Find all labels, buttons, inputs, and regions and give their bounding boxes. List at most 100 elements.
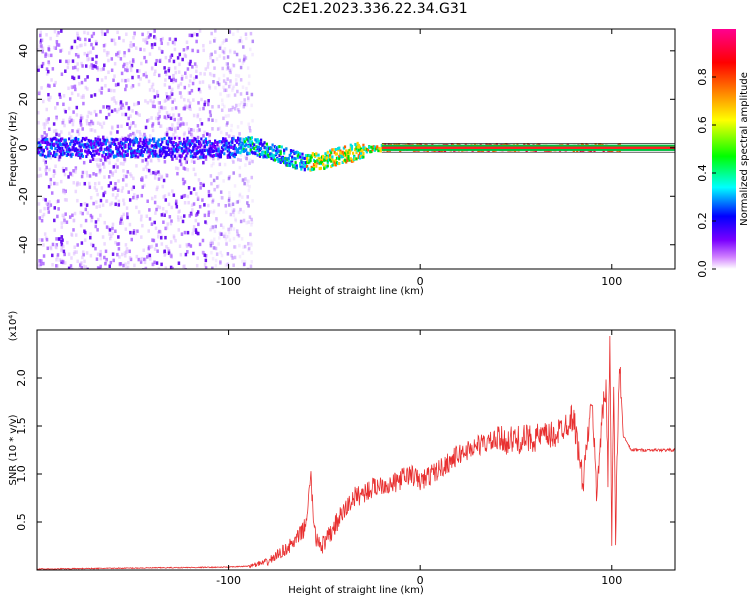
spectrogram-cell [166,42,170,46]
spectrogram-cell [301,156,304,160]
spectrogram-cell [254,138,257,142]
spectrogram-cell [193,144,196,148]
spectrogram-cell [165,226,169,230]
spectrogram-cell [57,139,60,143]
spectrogram-cell [257,149,260,153]
spectrogram-cell [245,86,248,91]
spectrogram-cell [228,48,232,53]
spectrogram-cell [63,190,67,195]
spectrogram-cell [334,152,337,156]
spectrogram-cell [300,165,303,169]
spectrogram-cell [245,137,248,141]
spectrogram-cell [109,260,113,265]
spectrogram-frame [36,28,676,270]
spectrogram-cell [204,137,208,141]
spectrogram-cell [40,259,43,263]
spectrogram-cell [126,152,129,156]
spectrogram-cell [165,92,168,96]
spectrogram-cell [103,175,106,179]
spectrogram-cell [280,157,283,161]
spectrogram-cell [94,39,98,44]
spectrogram-cell [248,74,251,78]
spectrogram-cell [89,159,92,163]
spectrogram-cell [91,57,94,61]
spectrogram-cell [100,67,103,72]
spectrogram-cell [122,198,125,203]
spectrogram-cell [105,53,109,57]
spectrogram-cell [103,48,106,53]
spectrogram-cell [228,196,231,201]
spectrogram-cell [113,88,116,93]
spectrogram-cell [301,152,304,156]
spectrogram-cell [179,117,183,121]
spectrogram-cell [150,222,154,226]
spectrogram-cell [243,259,247,264]
spectrogram-cell [61,259,65,264]
spectrogram-cell [198,128,201,132]
spectrogram-cell [156,156,160,161]
spectrogram-cell [250,260,253,264]
spectrogram-cell [200,150,203,154]
spectrogram-cell [357,143,360,147]
spectrogram-cell [111,138,114,142]
spectrogram-cell [93,93,97,97]
spectrogram-cell [50,191,54,195]
spectrogram-cell [305,157,309,161]
spectrogram-cell [234,245,238,249]
spectrogram-cell [104,260,108,264]
spectrogram-cell [188,79,192,83]
spectrogram-cell [224,88,228,92]
spectrogram-cell [155,261,159,265]
spectrogram-cell [192,225,196,229]
spectrogram-cell [172,140,175,144]
spectrogram-cell [64,212,67,216]
spectrogram-cell [110,109,114,114]
spectrogram-cell [124,78,127,83]
spectrogram-cell [131,140,134,144]
spectrogram-cell [49,245,52,250]
spectrogram-cell [80,154,83,158]
spectrogram-cell [126,170,130,174]
spectrogram-cell [89,235,92,240]
spectrogram-cell [38,90,41,95]
spectrogram-cell [80,261,83,265]
spectrogram-cell [223,143,226,147]
spectrogram-cell [180,195,184,199]
spectrogram-cell [89,152,93,156]
spectrogram-cell [89,232,92,236]
spectrogram-cell [250,220,254,225]
spectrogram-cell [224,204,228,208]
spectrogram-cell [182,48,186,52]
spectrogram-cell [108,236,112,241]
spectrogram-cell [54,128,58,133]
spectrogram-cell [232,32,235,36]
spectrogram-cell [219,92,222,96]
spectrogram-cell [94,220,98,224]
spectrogram-cell [363,146,366,150]
spectrogram-cell [223,139,226,143]
spectrogram-cell [160,147,163,151]
spectrogram-cell [185,146,188,150]
spectrogram-cell [112,78,115,82]
spectrogram-cell [101,154,104,158]
spectrogram-cell [195,69,198,74]
x-tick-label: -100 [216,574,241,587]
spectrogram-cell [217,147,220,151]
spectrogram-cell [116,193,119,197]
spectrogram-cell [257,139,260,143]
spectrogram-cell [328,156,332,160]
spectrogram-cell [53,29,57,34]
spectrogram-cell [170,154,173,158]
spectrogram-cell [300,167,303,171]
spectrogram-cell [40,64,44,69]
spectrogram-cell [105,115,108,120]
spectrogram-cell [203,72,206,76]
spectrogram-cell [236,125,240,129]
spectrogram-cell [81,250,85,254]
spectrogram-cell [257,145,260,149]
spectrogram-cell [124,262,127,266]
spectrogram-cell [100,146,103,150]
spectrogram-cell [62,142,65,146]
spectrogram-cell [279,152,282,156]
spectrogram-cell [49,182,52,186]
